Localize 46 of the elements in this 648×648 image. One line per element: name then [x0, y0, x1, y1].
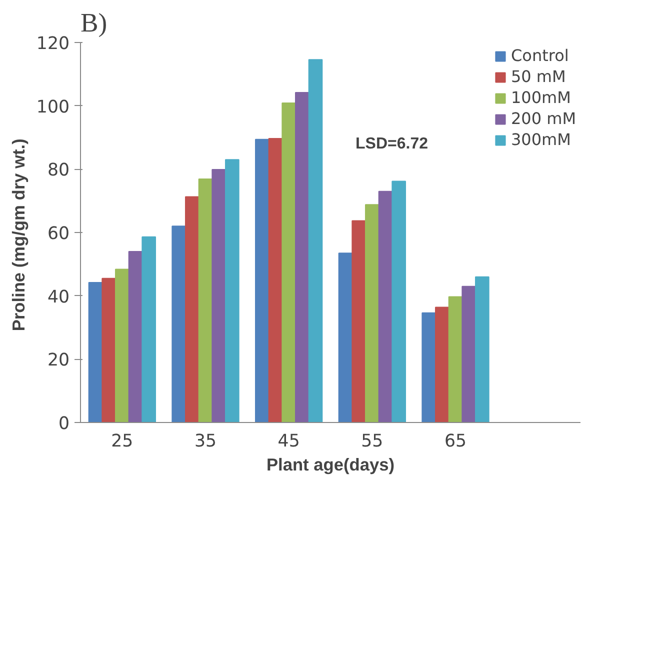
bar [422, 312, 436, 422]
bar [365, 204, 380, 422]
y-tick-label: 80 [47, 160, 70, 181]
y-tick-label: 0 [58, 414, 70, 434]
y-tick-label: 40 [47, 287, 70, 308]
bar [102, 278, 116, 422]
bar [475, 276, 490, 422]
annotation: LSD=6.72 [356, 135, 428, 152]
bar [198, 178, 213, 422]
y-tick-label: 60 [47, 224, 70, 244]
bar [282, 102, 296, 422]
x-tick-label: 25 [111, 432, 134, 452]
legend-label: 200 mM [510, 109, 576, 128]
bar [172, 226, 186, 422]
bar [462, 286, 476, 422]
legend-label: Control [510, 46, 569, 65]
x-tick-label: 45 [278, 432, 300, 452]
chart-title: B) [80, 8, 108, 38]
bar [295, 92, 310, 422]
x-tick-label: 65 [444, 432, 467, 452]
y-tick-label: 120 [36, 34, 70, 54]
x-axis-title: Plant age(days) [266, 454, 395, 474]
bar [392, 180, 406, 422]
x-tick-label: 55 [361, 432, 384, 452]
bar [225, 159, 240, 422]
bar [435, 306, 450, 422]
bar [88, 282, 103, 422]
legend-label: 100mM [510, 88, 571, 107]
bar [378, 190, 393, 422]
y-axis-title: Proline (mg/gm dry wt.) [8, 138, 28, 332]
x-tick-label: 35 [194, 432, 217, 452]
bar [352, 220, 366, 422]
bar [448, 296, 463, 422]
bar [255, 138, 270, 422]
bar [338, 252, 353, 422]
bar [212, 168, 226, 422]
y-tick-label: 20 [47, 350, 70, 371]
bar [268, 138, 283, 422]
bar [185, 196, 200, 422]
bar [115, 268, 130, 422]
legend-label: 50 mM [510, 67, 566, 86]
bar [128, 251, 143, 422]
legend-label: 300mM [510, 130, 571, 149]
bar [308, 59, 323, 422]
bar [142, 236, 156, 422]
y-tick-label: 100 [36, 97, 70, 118]
